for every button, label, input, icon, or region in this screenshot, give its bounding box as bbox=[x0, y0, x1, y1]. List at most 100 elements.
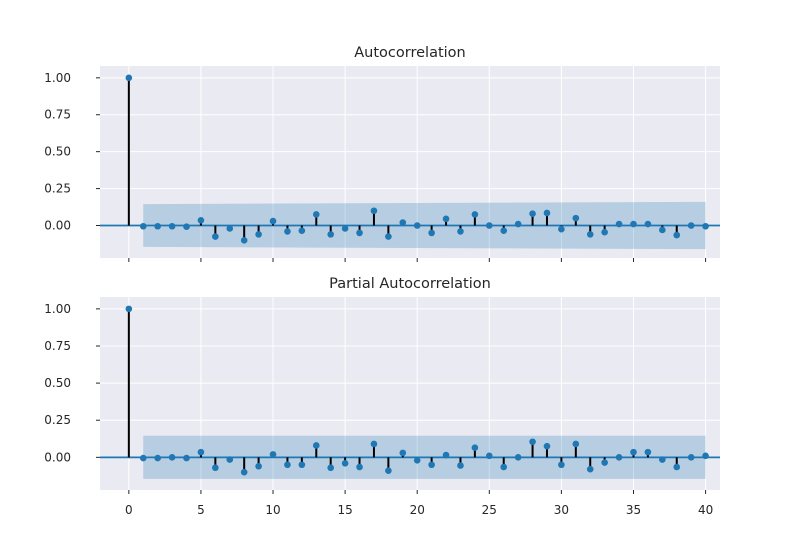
partial-autocorrelation-ytick-label: 0.75 bbox=[44, 339, 71, 353]
partial-autocorrelation-xtick-label: 35 bbox=[626, 503, 641, 517]
autocorrelation-point bbox=[154, 222, 161, 230]
partial-autocorrelation-point bbox=[615, 454, 623, 461]
partial-autocorrelation-point bbox=[168, 454, 176, 461]
partial-autocorrelation-point bbox=[687, 454, 695, 461]
autocorrelation-point bbox=[601, 228, 608, 236]
partial-autocorrelation-point bbox=[471, 444, 479, 451]
partial-autocorrelation-point bbox=[586, 465, 594, 473]
autocorrelation-x-axis bbox=[128, 258, 707, 262]
partial-autocorrelation-point bbox=[572, 440, 580, 448]
partial-autocorrelation-point bbox=[442, 451, 450, 459]
autocorrelation-point bbox=[139, 222, 147, 230]
partial-autocorrelation-ytick-label: 0.50 bbox=[44, 376, 71, 390]
autocorrelation-points bbox=[125, 74, 709, 244]
partial-autocorrelation-point bbox=[240, 468, 248, 476]
autocorrelation-ytick-label: 0.75 bbox=[44, 108, 71, 122]
partial-autocorrelation-point bbox=[183, 454, 190, 462]
autocorrelation-point bbox=[413, 222, 421, 229]
partial-autocorrelation-point bbox=[139, 454, 147, 462]
autocorrelation-point bbox=[659, 226, 666, 234]
partial-autocorrelation-points bbox=[125, 305, 709, 476]
partial-autocorrelation-point bbox=[630, 448, 637, 456]
partial-autocorrelation-point bbox=[212, 464, 219, 472]
autocorrelation-point bbox=[644, 220, 652, 228]
autocorrelation-ytick-label: 1.00 bbox=[44, 71, 71, 85]
autocorrelation-point bbox=[255, 231, 262, 238]
autocorrelation-point bbox=[673, 231, 681, 239]
partial-autocorrelation-chart: 1.00 0.75 0.50 0.25 0.00 0 5 10 15 20 25 30 35 40 Pa… bbox=[44, 276, 720, 517]
partial-autocorrelation-point bbox=[428, 461, 435, 469]
partial-autocorrelation-point bbox=[543, 442, 551, 450]
partial-autocorrelation-xtick-label: 30 bbox=[554, 503, 569, 517]
autocorrelation-point bbox=[428, 229, 435, 237]
partial-autocorrelation-x-axis: 0 5 10 15 20 25 30 35 40 bbox=[125, 490, 713, 517]
partial-autocorrelation-point bbox=[226, 456, 234, 463]
autocorrelation-point bbox=[327, 231, 334, 238]
partial-autocorrelation-ytick-label: 0.25 bbox=[44, 413, 71, 427]
autocorrelation-point bbox=[586, 231, 594, 238]
autocorrelation-point bbox=[529, 210, 536, 217]
autocorrelation-point bbox=[543, 209, 551, 217]
autocorrelation-point bbox=[514, 220, 522, 228]
autocorrelation-point bbox=[125, 74, 133, 82]
autocorrelation-point bbox=[615, 220, 623, 228]
partial-autocorrelation-xtick-label: 40 bbox=[698, 503, 713, 517]
partial-autocorrelation-point bbox=[154, 454, 161, 462]
partial-autocorrelation-point bbox=[197, 448, 205, 456]
autocorrelation-point bbox=[399, 219, 407, 226]
autocorrelation-point bbox=[341, 225, 349, 232]
partial-autocorrelation-point bbox=[385, 467, 392, 475]
partial-autocorrelation-point bbox=[673, 463, 681, 471]
partial-autocorrelation-xtick-label: 20 bbox=[410, 503, 425, 517]
autocorrelation-point bbox=[269, 217, 277, 225]
partial-autocorrelation-point bbox=[312, 442, 320, 449]
autocorrelation-point bbox=[284, 228, 291, 235]
partial-autocorrelation-point bbox=[284, 461, 291, 469]
partial-autocorrelation-xtick-label: 5 bbox=[197, 503, 205, 517]
partial-autocorrelation-point bbox=[269, 451, 277, 458]
autocorrelation-chart: 1.00 0.75 0.50 0.25 0.00 Autocorrelation bbox=[44, 45, 720, 262]
autocorrelation-point bbox=[702, 222, 709, 230]
autocorrelation-y-axis: 1.00 0.75 0.50 0.25 0.00 bbox=[44, 71, 100, 233]
autocorrelation-point bbox=[298, 227, 306, 234]
partial-autocorrelation-xtick-label: 10 bbox=[265, 503, 280, 517]
partial-autocorrelation-point bbox=[413, 457, 421, 464]
autocorrelation-point bbox=[168, 222, 176, 230]
partial-autocorrelation-point bbox=[327, 464, 334, 472]
autocorrelation-point bbox=[197, 217, 205, 224]
autocorrelation-point bbox=[240, 236, 248, 244]
autocorrelation-point bbox=[471, 211, 479, 218]
autocorrelation-point bbox=[572, 214, 580, 222]
autocorrelation-point bbox=[486, 222, 493, 229]
autocorrelation-point bbox=[442, 215, 450, 223]
partial-autocorrelation-point bbox=[558, 461, 565, 469]
partial-autocorrelation-point bbox=[500, 463, 508, 471]
autocorrelation-point bbox=[183, 223, 190, 230]
autocorrelation-ytick-label: 0.25 bbox=[44, 182, 71, 196]
partial-autocorrelation-ytick-label: 1.00 bbox=[44, 302, 71, 316]
partial-autocorrelation-point bbox=[298, 461, 306, 469]
autocorrelation-point bbox=[312, 211, 320, 218]
autocorrelation-point bbox=[630, 220, 637, 228]
autocorrelation-point bbox=[212, 233, 219, 240]
autocorrelation-ytick-label: 0.00 bbox=[44, 219, 71, 233]
autocorrelation-title: Autocorrelation bbox=[354, 45, 465, 61]
partial-autocorrelation-point bbox=[514, 454, 522, 461]
partial-autocorrelation-title: Partial Autocorrelation bbox=[329, 276, 491, 292]
partial-autocorrelation-point bbox=[356, 463, 363, 471]
autocorrelation-ytick-label: 0.50 bbox=[44, 145, 71, 159]
autocorrelation-point bbox=[385, 233, 392, 240]
partial-autocorrelation-point bbox=[659, 456, 666, 463]
partial-autocorrelation-point bbox=[255, 462, 262, 470]
autocorrelation-point bbox=[558, 225, 565, 233]
partial-autocorrelation-xtick-label: 0 bbox=[125, 503, 133, 517]
autocorrelation-point bbox=[500, 227, 508, 234]
partial-autocorrelation-point bbox=[486, 452, 493, 460]
partial-autocorrelation-xtick-label: 15 bbox=[337, 503, 352, 517]
partial-autocorrelation-point bbox=[457, 462, 464, 469]
partial-autocorrelation-point bbox=[341, 459, 349, 467]
autocorrelation-point bbox=[356, 229, 363, 237]
partial-autocorrelation-point bbox=[370, 440, 378, 448]
partial-autocorrelation-xtick-label: 25 bbox=[482, 503, 497, 517]
